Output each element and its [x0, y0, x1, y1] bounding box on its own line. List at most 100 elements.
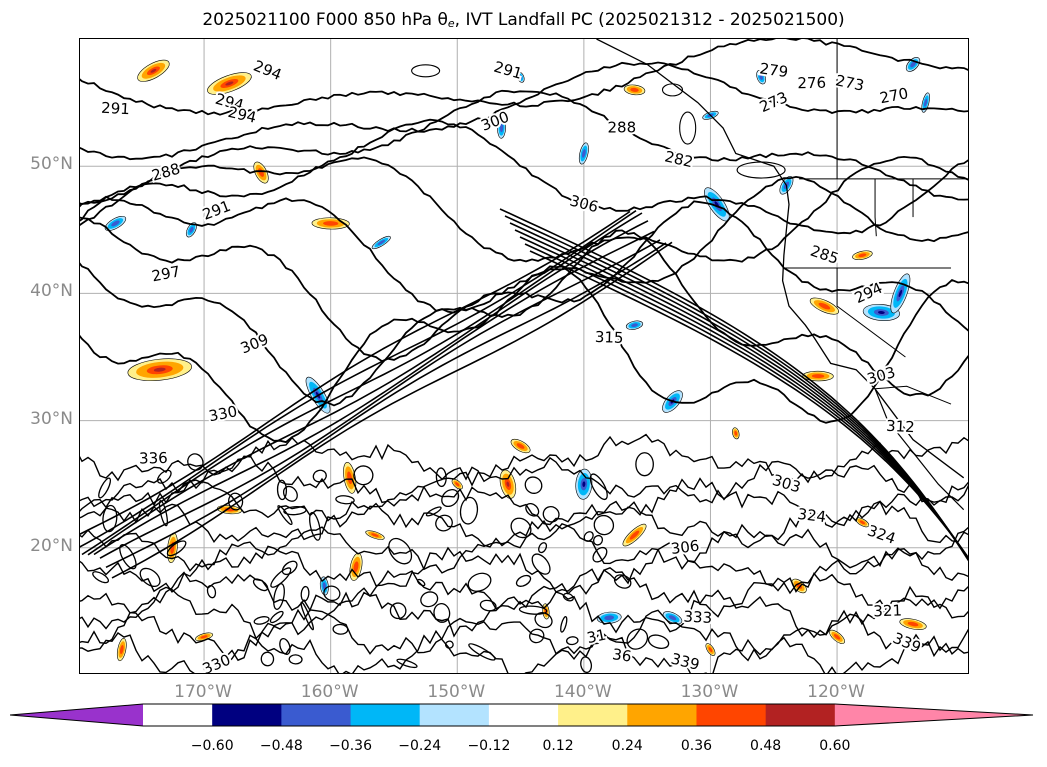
theta-e-contour [80, 541, 968, 595]
theta-e-contour [99, 239, 661, 559]
theta-e-cell [592, 534, 604, 546]
colorbar-segment [765, 704, 836, 726]
ivt-anomaly-patch [455, 482, 460, 487]
ivt-anomaly-patch [708, 647, 713, 653]
theta-e-contour [529, 250, 968, 559]
theta-e-cell [260, 651, 275, 667]
contour-label: 288 [150, 159, 182, 184]
contour-label: 294 [226, 103, 258, 127]
state-border [874, 178, 877, 237]
theta-e-cell [166, 540, 187, 557]
theta-e-cell [425, 506, 442, 517]
colorbar-tick-label: 0.24 [611, 738, 643, 754]
longitude-label: 130°W [680, 682, 739, 702]
ivt-anomaly-patch [499, 123, 504, 133]
map-panel[interactable]: 291 294 294 294 291 300 288 282 279 276 273 270 273 2… [79, 38, 969, 674]
contour-label: 31 [585, 626, 607, 648]
ivt-anomaly-patch [811, 374, 825, 379]
theta-e-contour [80, 454, 968, 508]
ivt-anomaly-patch [924, 98, 928, 107]
theta-e-contour [80, 500, 968, 549]
theta-e-contour [80, 629, 968, 673]
us-mexico-border [875, 385, 952, 405]
longitude-label: 160°W [300, 682, 359, 702]
theta-e-contour [80, 522, 968, 574]
ivt-anomaly-patch [833, 634, 841, 640]
colorbar [10, 703, 1034, 727]
theta-e-cell [529, 628, 545, 644]
theta-e-cell [283, 506, 307, 516]
ivt-anomaly-patch [898, 289, 903, 298]
ivt-anomaly-patch [371, 533, 379, 537]
ivt-anomaly-patch [629, 530, 640, 540]
theta-e-contour [504, 215, 968, 561]
theta-e-cell [635, 452, 654, 477]
colorbar-outline [10, 703, 1034, 727]
theta-e-cell [583, 531, 594, 542]
island-outline [736, 161, 786, 179]
theta-e-cell [534, 612, 553, 629]
theta-e-cell [396, 658, 418, 669]
island-outline [661, 83, 684, 97]
theta-e-cell [531, 553, 551, 575]
theta-e-cell [459, 496, 479, 525]
baja-coastline [874, 388, 965, 511]
colorbar-segment [281, 704, 352, 726]
theta-e-cell [580, 656, 593, 673]
ivt-anomaly-patch [818, 302, 831, 310]
theta-e-contour [80, 61, 968, 161]
latitude-label: 40°N [30, 281, 73, 302]
coastline [411, 39, 968, 511]
contour-label: 285 [808, 242, 841, 268]
theta-e-cell [435, 467, 447, 488]
theta-e-cell [589, 473, 608, 501]
theta-e-cell [158, 499, 169, 527]
latitude-label: 20°N [30, 535, 73, 556]
theta-e-cell [433, 602, 451, 623]
theta-e-cell [300, 585, 310, 602]
theta-e-contour [87, 220, 649, 556]
ivt-anomaly-patch [377, 239, 386, 246]
theta-e-cell [524, 476, 543, 494]
ivt-anomaly-patch [759, 74, 763, 80]
theta-e-cell [389, 602, 407, 620]
plot-title: 2025021100 F000 850 hPa θe, IVT Landfall… [202, 10, 845, 30]
longitude-label: 140°W [553, 682, 612, 702]
contour-label: 312 [886, 417, 916, 436]
theta-e-cell [562, 592, 574, 602]
theta-e-cell [479, 599, 497, 612]
ivt-anomaly-patch [519, 75, 523, 80]
theta-e-cell [510, 517, 532, 539]
latitude-label: 30°N [30, 408, 73, 429]
ivt-anomaly-patch [153, 367, 166, 372]
contour-label: 297 [150, 262, 182, 285]
theta-e-cell [309, 511, 322, 541]
theta-e-contour [80, 567, 968, 618]
ivt-anomaly-patch [323, 221, 339, 226]
state-border [836, 267, 906, 358]
theta-e-cell [518, 605, 548, 615]
theta-e-cell [467, 572, 492, 592]
theta-e-contour [80, 229, 968, 407]
theta-e-cell [253, 616, 270, 625]
theta-e-cell [288, 654, 303, 665]
contour-label: 294 [251, 57, 284, 84]
colorbar-over-extension [834, 704, 1033, 726]
theta-e-cell [119, 544, 137, 570]
theta-e-cell [282, 485, 298, 502]
longitude-label: 120°W [807, 682, 865, 702]
longitude-label: 150°W [427, 682, 486, 702]
contour-label: 315 [595, 328, 624, 347]
contour-label: 309 [238, 330, 271, 357]
theta-e-cell [515, 574, 532, 587]
ivt-anomaly-patch [582, 481, 586, 488]
theta-e-cell [273, 583, 285, 610]
theta-e-cell [269, 610, 284, 624]
contour-label: 324 [865, 521, 898, 547]
theta-e-cell [420, 591, 439, 608]
ivt-anomaly-patch [506, 481, 510, 487]
theta-e-cell [626, 628, 649, 650]
contour-label: 306 [670, 537, 701, 558]
theta-e-cell [156, 469, 172, 484]
